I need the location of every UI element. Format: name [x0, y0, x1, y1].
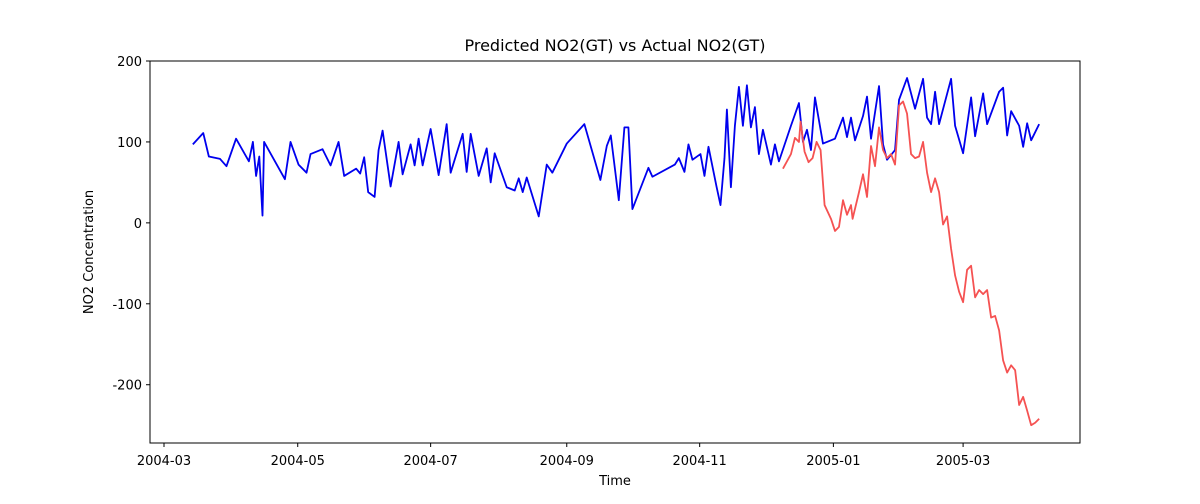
y-tick-label: 0: [134, 217, 142, 232]
y-tick-label: 200: [117, 55, 142, 70]
x-tick-label: 2005-01: [806, 454, 860, 469]
plot-frame: [149, 60, 1081, 444]
y-axis-label: NO2 Concentration: [82, 190, 97, 314]
chart-title: Predicted NO2(GT) vs Actual NO2(GT): [464, 36, 765, 55]
x-tick-label: 2005-03: [936, 454, 990, 469]
data-line: [192, 77, 1040, 218]
x-tick-label: 2004-09: [540, 454, 594, 469]
x-axis-label: Time: [598, 474, 631, 489]
y-tick-label: -200: [112, 379, 142, 394]
data-line: [782, 100, 1040, 427]
x-tick-label: 2004-11: [673, 454, 727, 469]
x-tick-label: 2004-07: [403, 454, 457, 469]
x-tick-label: 2004-03: [137, 454, 191, 469]
y-tick-label: -100: [112, 298, 142, 313]
y-tick-label: 100: [117, 136, 142, 151]
x-tick-label: 2004-05: [271, 454, 325, 469]
